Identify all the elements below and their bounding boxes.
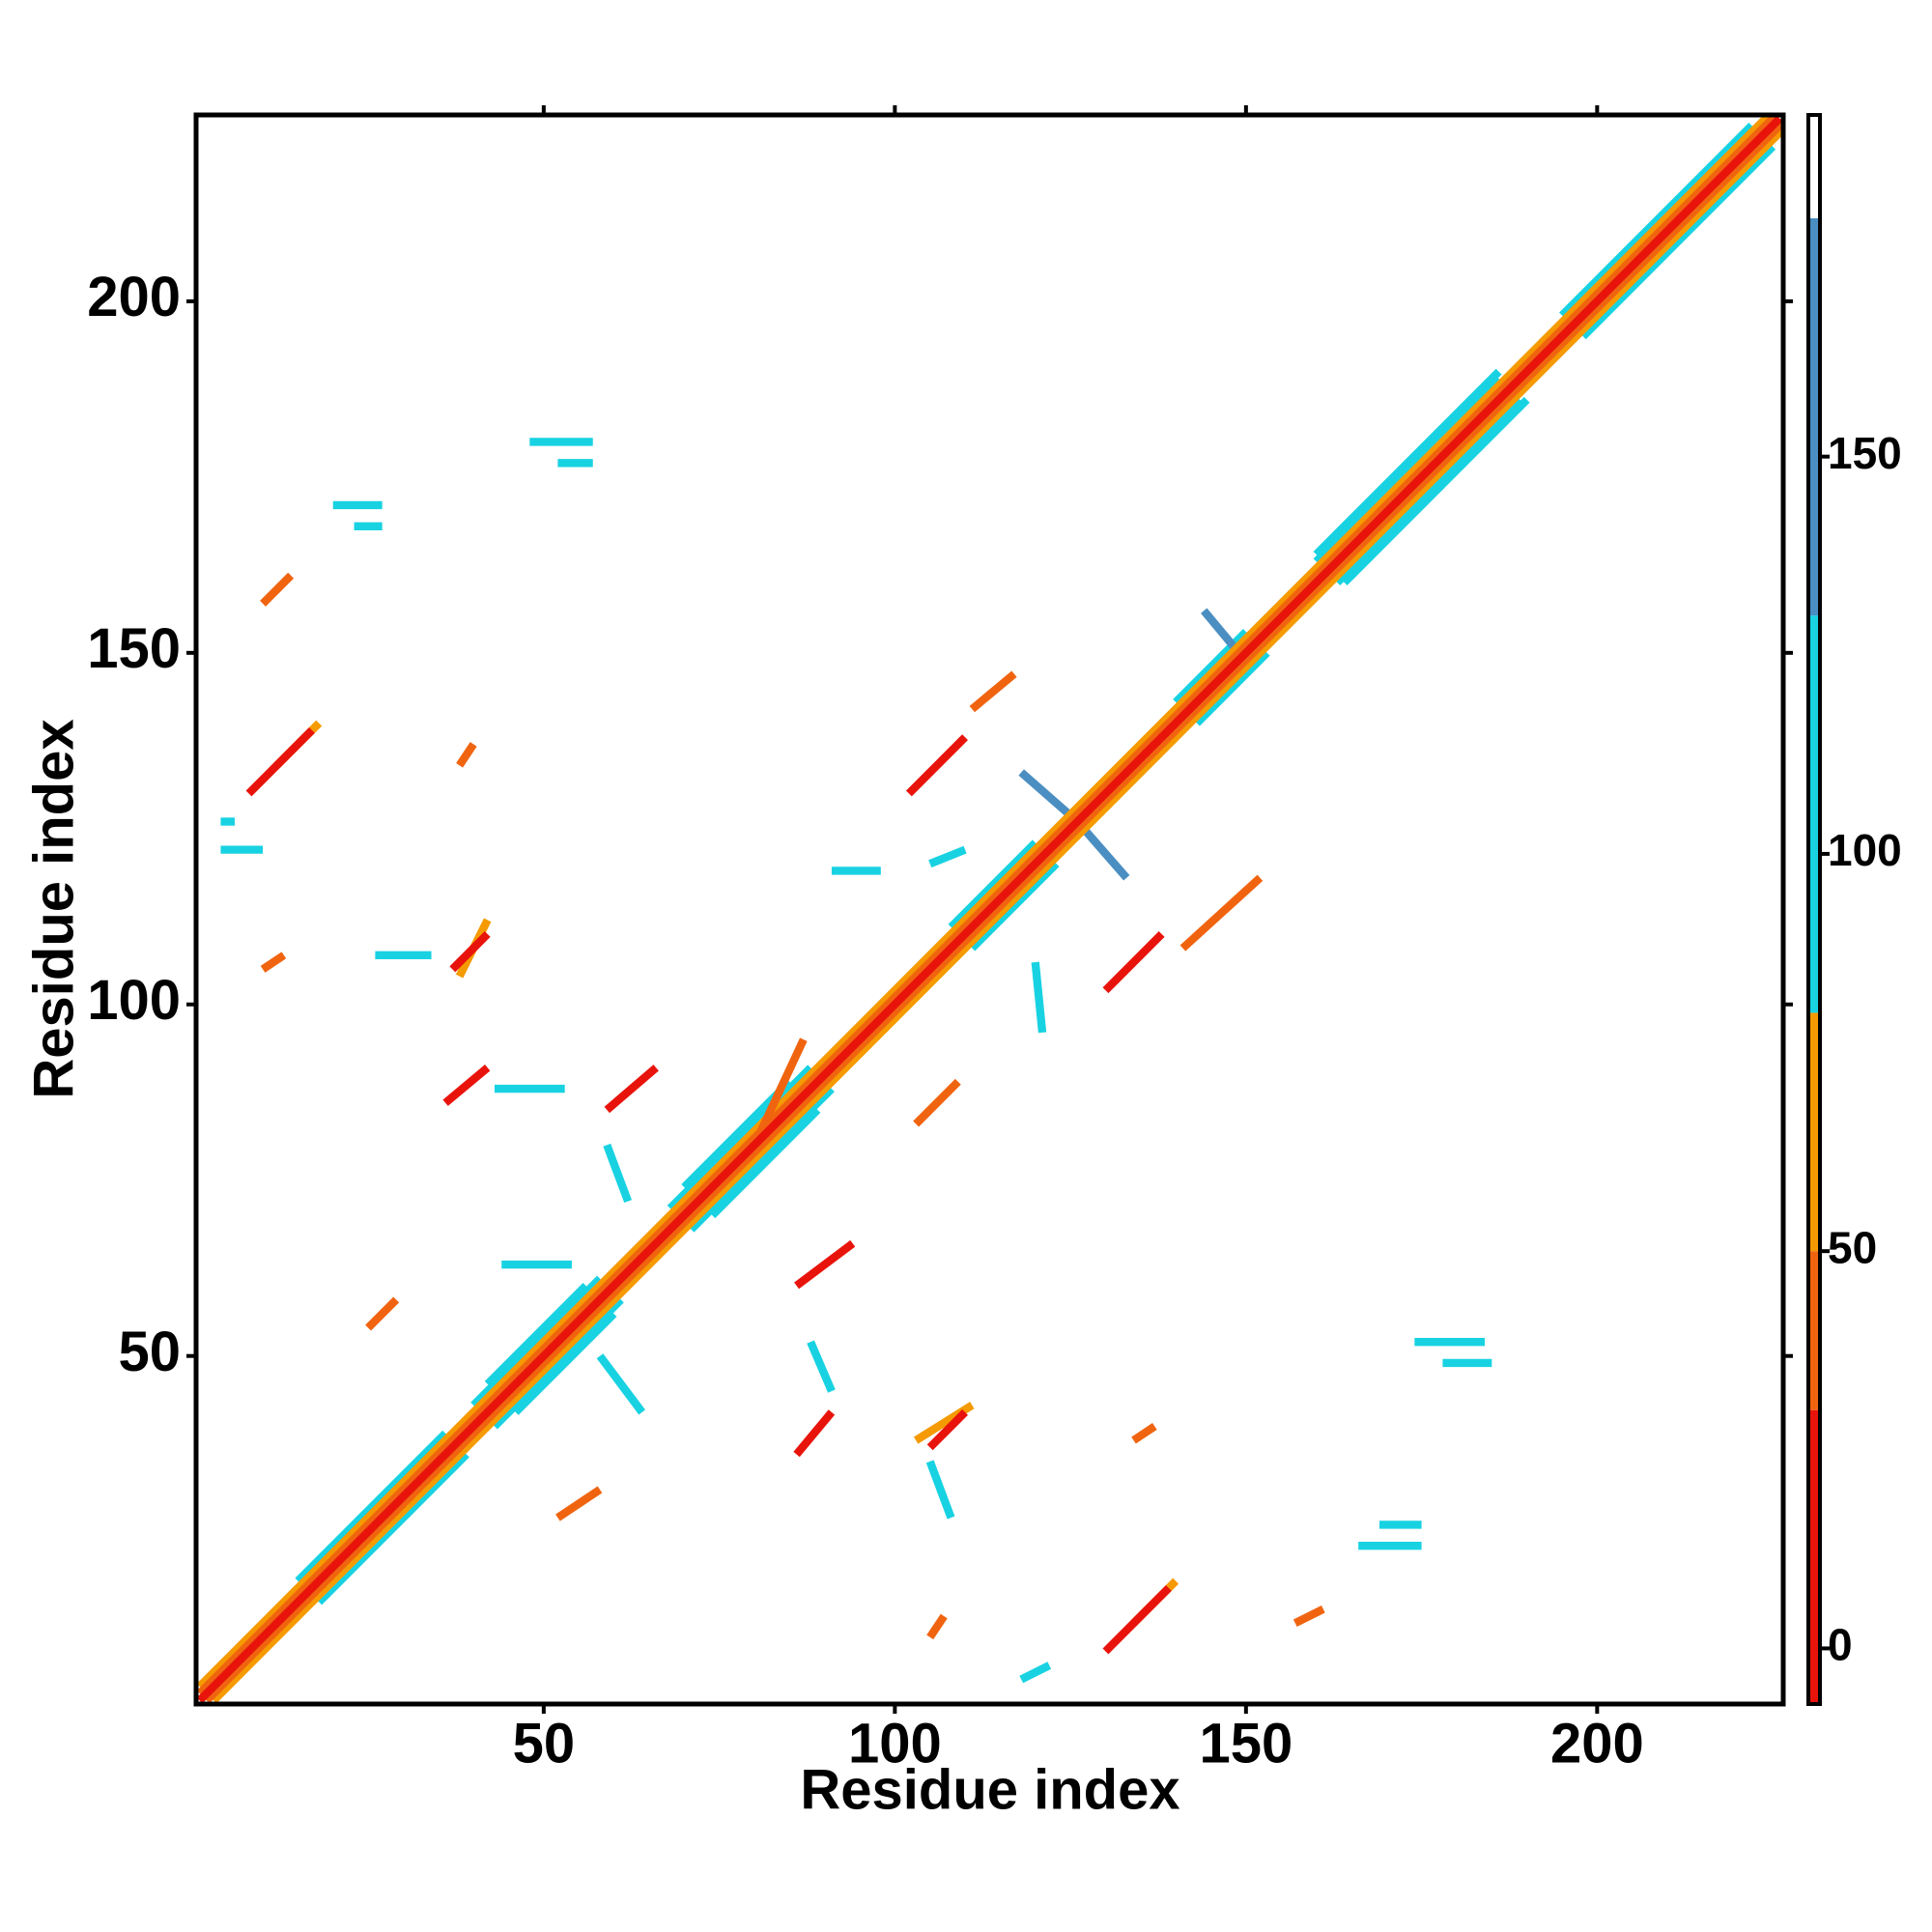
contact-segment	[196, 115, 1783, 1704]
contact-segment	[688, 1086, 835, 1233]
contact-segment	[1194, 649, 1270, 726]
contact-segment	[245, 726, 315, 797]
contact-segment	[807, 1340, 836, 1393]
contact-segment	[456, 742, 477, 768]
contact-segment	[948, 839, 1038, 930]
y-tick-label: 50	[118, 1321, 181, 1383]
contact-segment	[1559, 122, 1755, 319]
colorbar-band	[1808, 217, 1820, 616]
contact-segment	[260, 952, 287, 973]
contact-segment	[667, 1065, 814, 1211]
colorbar-tick-label: 150	[1828, 428, 1902, 478]
contact-segment	[603, 1143, 633, 1204]
contact-segment	[196, 115, 1782, 1697]
y-axis-label: Residue index	[22, 719, 85, 1098]
contact-segment	[969, 861, 1060, 952]
contact-segment	[1102, 931, 1165, 994]
x-tick-label: 200	[1550, 1712, 1644, 1775]
contact-segment	[1334, 396, 1523, 585]
contact-segment	[1201, 608, 1242, 656]
contact-segment	[1019, 1662, 1052, 1684]
contact-segment	[555, 1486, 603, 1521]
contact-segment	[1313, 375, 1502, 565]
y-tick-label: 200	[87, 266, 181, 328]
contact-segment	[295, 1430, 449, 1584]
contact-segment	[604, 1065, 659, 1114]
contact-segment	[1579, 143, 1776, 340]
contact-segment	[484, 1282, 589, 1387]
contact-segment	[442, 1065, 491, 1106]
contact-segment	[1102, 1584, 1172, 1655]
contact-segment	[316, 1451, 469, 1605]
contact-segment	[492, 1296, 624, 1430]
contact-segment	[196, 115, 1776, 1690]
contact-segment	[709, 1106, 821, 1219]
contact-segment	[925, 1460, 955, 1520]
colorbar-frame	[1806, 113, 1822, 1706]
contact-segment	[751, 1037, 808, 1148]
contact-segment	[1341, 396, 1530, 585]
contact-segment	[926, 1408, 969, 1451]
contact-segment	[1131, 1423, 1157, 1444]
colorbar-band	[1808, 1012, 1820, 1252]
contact-segment	[793, 1409, 836, 1458]
x-tick-label: 100	[848, 1712, 942, 1775]
colorbar-tick-label: 100	[1828, 825, 1902, 875]
contact-segment	[449, 931, 491, 973]
contact-segment	[1179, 874, 1264, 952]
contact-segment	[969, 670, 1017, 713]
contact-segment	[260, 572, 295, 607]
contact-segment	[1031, 961, 1047, 1034]
contact-segment	[596, 1353, 645, 1415]
contact-segment	[928, 845, 967, 868]
colorbar-tick-label: 0	[1828, 1620, 1853, 1670]
colorbar-band	[1808, 115, 1820, 218]
contact-segment	[470, 1275, 603, 1408]
contact-segment	[913, 1078, 961, 1127]
contact-segment	[1313, 368, 1502, 557]
x-tick-label: 150	[1199, 1712, 1293, 1775]
y-tick-label: 150	[87, 617, 181, 680]
colorbar-band	[1808, 1251, 1820, 1410]
colorbar-band	[1808, 615, 1820, 1013]
colorbar-band	[1808, 1409, 1820, 1704]
colorbar-tick-label: 50	[1828, 1222, 1877, 1272]
x-tick-label: 50	[513, 1712, 576, 1775]
contact-segment	[794, 1239, 856, 1290]
plot-frame	[193, 112, 1786, 1707]
contact-segment	[203, 116, 1783, 1704]
contact-segment	[512, 1311, 617, 1415]
x-axis-label: Residue index	[800, 1758, 1179, 1821]
contact-segment	[211, 123, 1783, 1704]
y-tick-label: 100	[87, 969, 181, 1032]
contact-segment	[926, 1613, 948, 1640]
contact-segment	[905, 734, 969, 797]
contact-segment	[1293, 1605, 1325, 1628]
contact-segment	[365, 1296, 400, 1331]
